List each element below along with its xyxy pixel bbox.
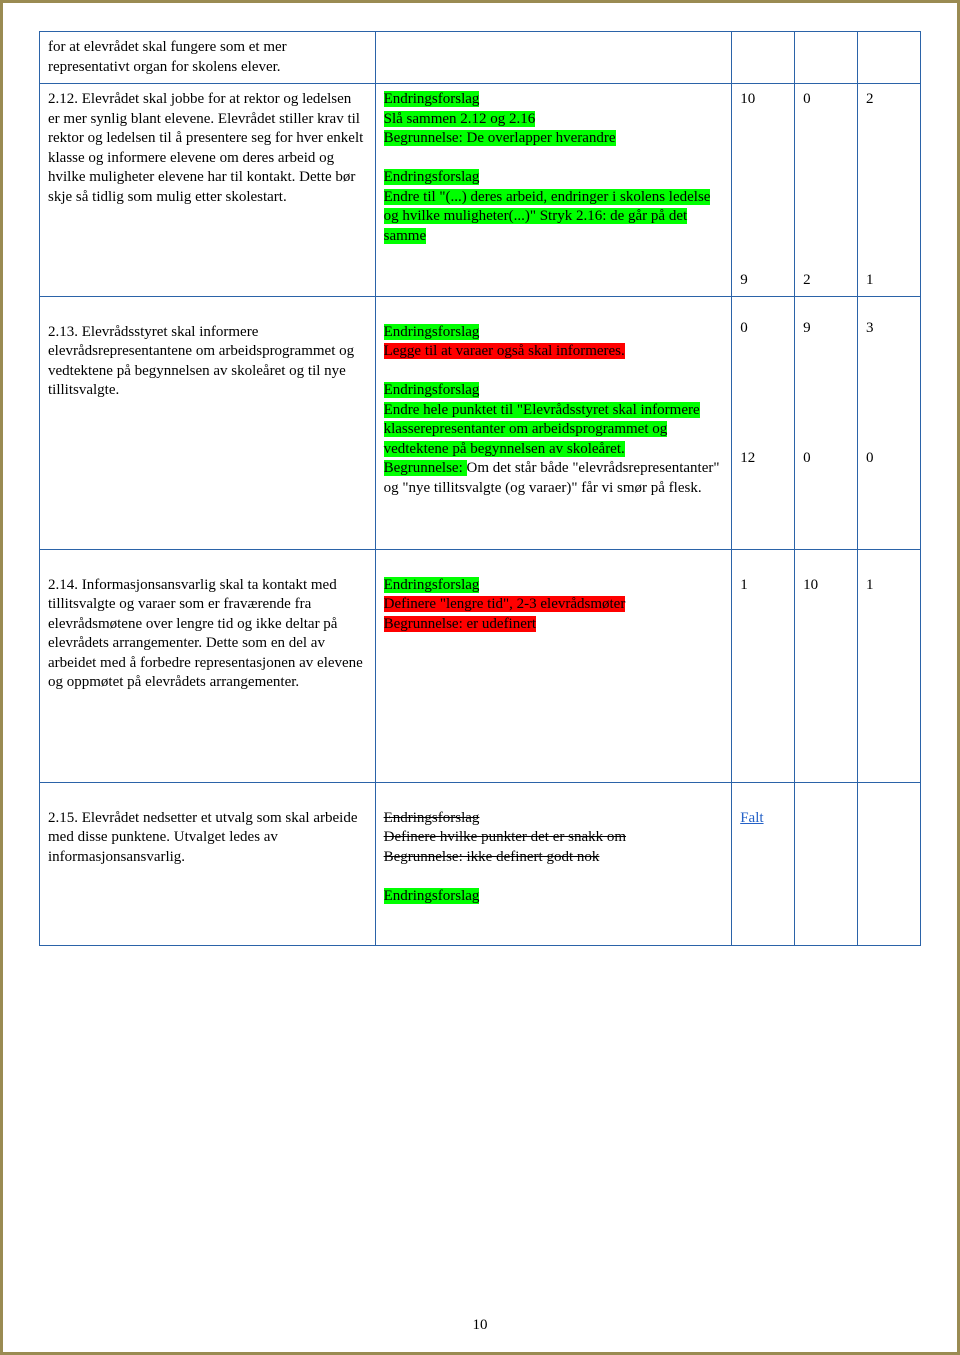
label-endringsforslag: Endringsforslag bbox=[384, 382, 480, 398]
label-endringsforslag: Endringsforslag bbox=[384, 324, 480, 340]
amendment-text: Endre hele punktet til "Elevrådsstyret s… bbox=[384, 402, 700, 457]
vote-count: 1 bbox=[866, 271, 912, 291]
mid-cell: Endringsforslag Slå sammen 2.12 og 2.16 … bbox=[375, 84, 732, 297]
page-number: 10 bbox=[3, 1317, 957, 1334]
label-endringsforslag: Endringsforslag bbox=[384, 577, 480, 593]
clause-text: 2.14. Informasjonsansvarlig skal ta kont… bbox=[48, 577, 363, 691]
amendment-text: Slå sammen 2.12 og 2.16 bbox=[384, 111, 536, 127]
vote-count: 10 bbox=[803, 577, 818, 593]
clause-text: 2.15. Elevrådet nedsetter et utvalg som … bbox=[48, 810, 357, 865]
num-cell: 0 12 bbox=[732, 297, 795, 550]
num-cell bbox=[858, 32, 921, 84]
vote-count: 0 bbox=[740, 319, 786, 339]
label-endringsforslag: Endringsforslag bbox=[384, 169, 480, 185]
num-cell: 3 0 bbox=[858, 297, 921, 550]
num-cell: Falt bbox=[732, 783, 795, 946]
clause-text: 2.13. Elevrådsstyret skal informere elev… bbox=[48, 324, 354, 399]
vote-count: 3 bbox=[866, 319, 912, 339]
amendment-reason: Begrunnelse: De overlapper hverandre bbox=[384, 130, 616, 146]
amendment-rejected: Definere "lengre tid", 2-3 elevrådsmøter bbox=[384, 596, 626, 612]
vote-count: 10 bbox=[740, 90, 786, 110]
amendment-reason-label: Begrunnelse: bbox=[384, 460, 467, 476]
mid-cell bbox=[375, 32, 732, 84]
num-cell bbox=[858, 783, 921, 946]
vote-count: 9 bbox=[740, 271, 786, 291]
num-cell: 9 0 bbox=[795, 297, 858, 550]
num-cell: 0 2 bbox=[795, 84, 858, 297]
amendment-withdrawn-reason: Begrunnelse: ikke definert godt nok bbox=[384, 849, 600, 865]
vote-count: 0 bbox=[866, 449, 912, 469]
document-page: for at elevrådet skal fungere som et mer… bbox=[0, 0, 960, 1355]
label-endringsforslag: Endringsforslag bbox=[384, 91, 480, 107]
table-row: for at elevrådet skal fungere som et mer… bbox=[40, 32, 921, 84]
mid-cell: Endringsforslag Definere "lengre tid", 2… bbox=[375, 550, 732, 783]
left-cell: 2.13. Elevrådsstyret skal informere elev… bbox=[40, 297, 376, 550]
amendments-table: for at elevrådet skal fungere som et mer… bbox=[39, 31, 921, 946]
label-endringsforslag: Endringsforslag bbox=[384, 888, 480, 904]
left-cell: for at elevrådet skal fungere som et mer… bbox=[40, 32, 376, 84]
amendment-rejected: Legge til at varaer også skal informeres… bbox=[384, 343, 625, 359]
table-row: 2.15. Elevrådet nedsetter et utvalg som … bbox=[40, 783, 921, 946]
mid-cell: Endringsforslag Legge til at varaer også… bbox=[375, 297, 732, 550]
vote-count: 12 bbox=[740, 449, 786, 469]
table-row: 2.14. Informasjonsansvarlig skal ta kont… bbox=[40, 550, 921, 783]
mid-cell: Endringsforslag Definere hvilke punkter … bbox=[375, 783, 732, 946]
num-cell bbox=[795, 783, 858, 946]
num-cell bbox=[732, 32, 795, 84]
num-cell: 10 9 bbox=[732, 84, 795, 297]
amendment-withdrawn: Definere hvilke punkter det er snakk om bbox=[384, 829, 626, 845]
vote-count: 1 bbox=[740, 577, 748, 593]
left-cell: 2.15. Elevrådet nedsetter et utvalg som … bbox=[40, 783, 376, 946]
num-cell: 2 1 bbox=[858, 84, 921, 297]
result-link[interactable]: Falt bbox=[740, 810, 763, 826]
left-cell: 2.14. Informasjonsansvarlig skal ta kont… bbox=[40, 550, 376, 783]
num-cell: 1 bbox=[858, 550, 921, 783]
left-cell: 2.12. Elevrådet skal jobbe for at rektor… bbox=[40, 84, 376, 297]
table-row: 2.12. Elevrådet skal jobbe for at rektor… bbox=[40, 84, 921, 297]
amendment-rejected-reason: Begrunnelse: er udefinert bbox=[384, 616, 536, 632]
vote-count: 0 bbox=[803, 90, 849, 110]
table-row: 2.13. Elevrådsstyret skal informere elev… bbox=[40, 297, 921, 550]
amendment-text: Endre til "(...) deres arbeid, endringer… bbox=[384, 189, 711, 244]
vote-count: 0 bbox=[803, 449, 849, 469]
num-cell: 1 bbox=[732, 550, 795, 783]
vote-count: 9 bbox=[803, 319, 849, 339]
vote-count: 2 bbox=[803, 271, 849, 291]
vote-count: 2 bbox=[866, 90, 912, 110]
vote-count: 1 bbox=[866, 577, 874, 593]
label-endringsforslag-withdrawn: Endringsforslag bbox=[384, 810, 480, 826]
num-cell: 10 bbox=[795, 550, 858, 783]
num-cell bbox=[795, 32, 858, 84]
